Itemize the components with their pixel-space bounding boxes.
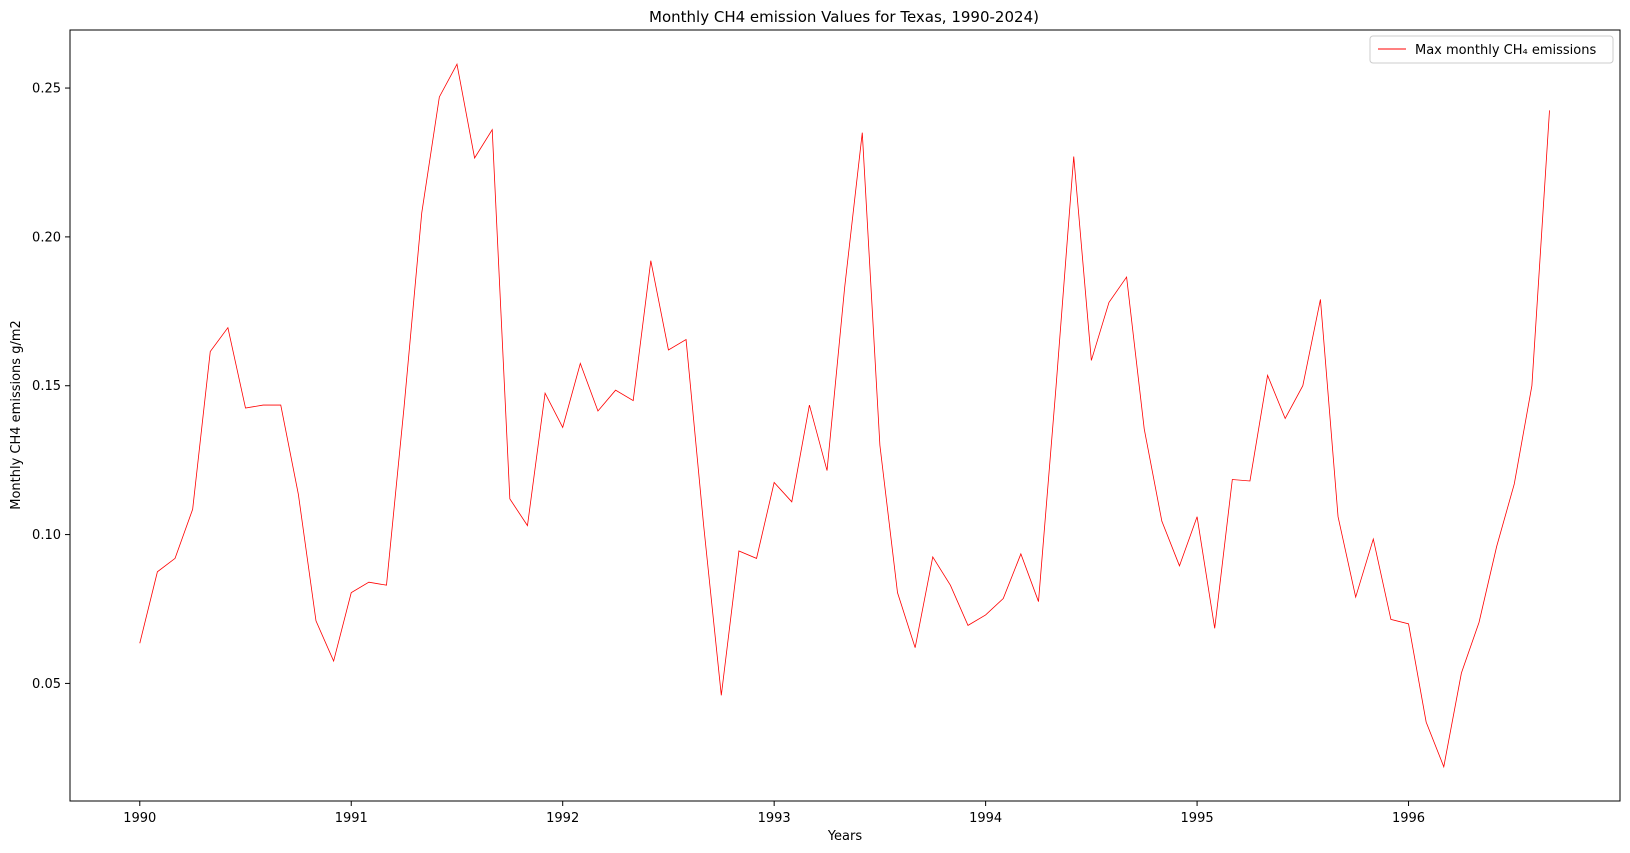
x-tick-label: 1994 [969, 811, 1002, 826]
x-tick-label: 1996 [1392, 811, 1425, 826]
x-tick-label: 1995 [1181, 811, 1214, 826]
y-tick-label: 0.05 [32, 677, 61, 692]
x-tick-label: 1991 [335, 811, 368, 826]
y-axis-label: Monthly CH4 emissions g/m2 [9, 320, 24, 510]
x-tick-label: 1992 [546, 811, 579, 826]
y-tick-label: 0.20 [32, 230, 61, 245]
legend: Max monthly CH₄ emissions [1369, 35, 1614, 64]
plot-background [70, 30, 1620, 801]
legend-box [1369, 35, 1614, 64]
chart-title: Monthly CH4 emission Values for Texas, 1… [649, 8, 1039, 26]
y-axis: 0.05 0.10 0.15 0.20 0.25 [32, 82, 70, 692]
plot-frame [69, 29, 1621, 802]
y-tick-label: 0.10 [32, 528, 61, 543]
x-axis: 1990 1991 1992 1993 1994 1995 1996 [123, 801, 1425, 826]
x-tick-label: 1993 [758, 811, 791, 826]
y-tick-label: 0.25 [32, 82, 61, 97]
plot-area: 1990 1991 1992 1993 1994 1995 1996 0.05 0.10 0.1… [32, 29, 1621, 826]
x-axis-label: Years [827, 829, 863, 844]
legend-entry-label: Max monthly CH₄ emissions [1415, 43, 1596, 58]
y-tick-label: 0.15 [32, 379, 61, 394]
series-layer [139, 63, 1550, 769]
series-line-max-monthly-ch4 [139, 63, 1550, 769]
x-tick-label: 1990 [123, 811, 156, 826]
